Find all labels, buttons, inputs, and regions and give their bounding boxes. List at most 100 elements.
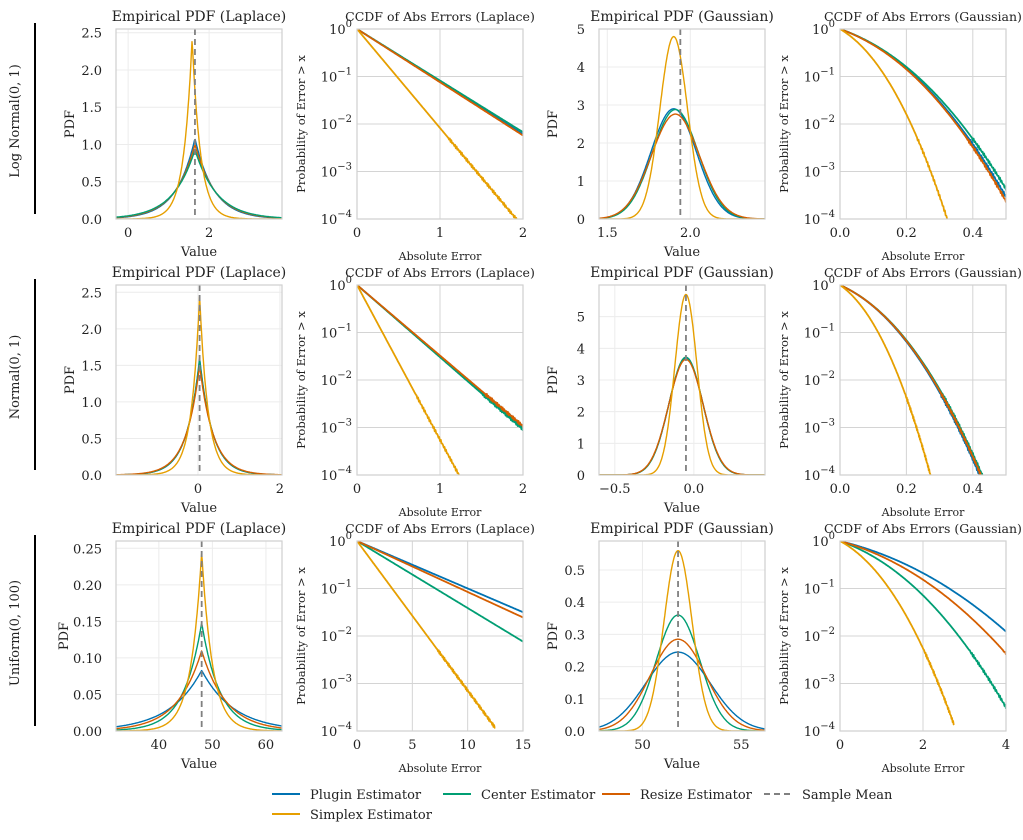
y-tick-base: 10 <box>321 327 338 342</box>
y-tick-label: 0 <box>577 213 585 228</box>
y-axis-label: PDF <box>63 366 78 394</box>
x-axis-label: Absolute Error <box>398 506 482 519</box>
series-line-center <box>840 285 984 475</box>
y-tick-label: 10−4 <box>321 465 352 484</box>
y-tick-base: 10 <box>321 374 338 389</box>
y-tick-exponent: 0 <box>829 531 835 542</box>
legend-item-plugin: Plugin Estimator <box>272 788 422 803</box>
y-tick-exponent: −3 <box>820 162 835 173</box>
y-tick-label: 0.0 <box>81 469 102 484</box>
y-axis-label: Probability of Error > x <box>294 55 308 193</box>
series-line-simplex <box>599 293 765 475</box>
x-tick-label: 1.5 <box>597 226 618 241</box>
y-tick-label: 0.05 <box>73 688 102 703</box>
series-line-center <box>840 29 1006 191</box>
legend-item-simplex: Simplex Estimator <box>272 808 433 823</box>
x-tick-label: 2.0 <box>680 226 701 241</box>
series-line-simplex <box>840 29 949 219</box>
series-line-simplex <box>357 541 496 729</box>
y-tick-base: 10 <box>321 71 338 86</box>
y-tick-label: 10−1 <box>321 67 352 86</box>
x-tick-label: 0.4 <box>962 482 983 497</box>
x-tick-label: 0.2 <box>896 226 917 241</box>
y-tick-exponent: −4 <box>820 721 835 732</box>
y-axis-label: Probability of Error > x <box>777 567 791 705</box>
x-axis-label: Absolute Error <box>881 762 965 775</box>
axes-frame <box>356 284 524 476</box>
series-line-center <box>599 614 765 731</box>
panel-title: CCDF of Abs Errors (Laplace) <box>345 265 535 280</box>
y-tick-label: 2.5 <box>81 27 102 42</box>
y-tick-label: 100 <box>812 19 835 38</box>
y-tick-base: 10 <box>804 469 821 484</box>
y-tick-label: 10−4 <box>321 209 352 228</box>
y-tick-base: 10 <box>804 583 821 598</box>
axes-frame <box>839 540 1007 732</box>
y-tick-base: 10 <box>804 678 821 693</box>
y-axis-label: Probability of Error > x <box>777 55 791 193</box>
x-tick-label: 50 <box>634 738 651 753</box>
x-axis-label: Absolute Error <box>398 250 482 263</box>
series-line-simplex <box>599 35 765 219</box>
y-tick-label: 0.3 <box>564 628 585 643</box>
y-tick-label: 4 <box>577 61 585 76</box>
x-axis-label: Absolute Error <box>881 506 965 519</box>
y-tick-exponent: −2 <box>820 114 835 125</box>
panel-title: Empirical PDF (Laplace) <box>112 521 287 537</box>
series-line-plugin <box>840 29 1006 198</box>
axes-frame <box>356 540 524 732</box>
x-tick-label: 0.0 <box>830 482 851 497</box>
x-tick-label: 2 <box>519 226 527 241</box>
y-tick-exponent: −3 <box>820 418 835 429</box>
panel-r1c3: 1.5 2.0 0 1 2 3 4 5 Empirical PDF (Gaussian) Valu… <box>546 9 774 260</box>
y-tick-label: 0.25 <box>73 542 102 557</box>
y-tick-exponent: −2 <box>337 370 352 381</box>
y-tick-label: 0.15 <box>73 615 102 630</box>
axes-frame <box>356 28 524 220</box>
x-tick-label: 15 <box>515 738 532 753</box>
y-tick-label: 10−4 <box>321 721 352 740</box>
y-tick-exponent: −1 <box>337 67 352 78</box>
series-line-simplex <box>840 541 955 726</box>
axes-frame <box>115 28 283 220</box>
series-line-simplex <box>357 29 518 219</box>
y-tick-label: 10−3 <box>321 674 352 693</box>
y-tick-label: 100 <box>329 19 352 38</box>
panel-r2c1: 0 2 0.0 0.5 1.0 1.5 2.0 2.5 Empirical PDF (Lapla… <box>63 265 286 516</box>
y-axis-label: PDF <box>546 366 561 394</box>
y-tick-base: 10 <box>321 583 338 598</box>
series-line-resize <box>357 29 523 137</box>
panel-r3c3: 50 55 0.0 0.1 0.2 0.3 0.4 0.5 Empirical PDF (Gau… <box>546 521 774 772</box>
y-tick-base: 10 <box>329 279 346 294</box>
y-tick-base: 10 <box>321 469 338 484</box>
legend-label: Plugin Estimator <box>310 788 422 803</box>
y-tick-label: 10−4 <box>804 721 835 740</box>
panel-title: Empirical PDF (Gaussian) <box>590 521 774 537</box>
y-tick-label: 0.1 <box>564 693 585 708</box>
y-tick-base: 10 <box>804 630 821 645</box>
legend: Plugin Estimator Center Estimator Resize E… <box>272 788 893 823</box>
y-tick-label: 1 <box>577 437 585 452</box>
series-group <box>357 285 523 475</box>
x-tick-label: 0.0 <box>684 482 705 497</box>
y-tick-base: 10 <box>812 279 829 294</box>
y-tick-label: 10−1 <box>804 67 835 86</box>
series-group <box>599 293 765 475</box>
series-group <box>840 285 984 475</box>
y-tick-exponent: −4 <box>337 721 352 732</box>
y-tick-label: 10−2 <box>321 626 352 645</box>
y-tick-exponent: −2 <box>820 626 835 637</box>
panel-title: CCDF of Abs Errors (Gaussian) <box>824 265 1022 280</box>
y-tick-label: 10−2 <box>321 114 352 133</box>
x-tick-label: 40 <box>151 738 168 753</box>
y-tick-label: 10−1 <box>321 579 352 598</box>
y-tick-label: 0.5 <box>564 564 585 579</box>
legend-item-mean: Sample Mean <box>764 788 893 803</box>
series-line-simplex <box>116 41 282 219</box>
y-tick-exponent: −4 <box>337 209 352 220</box>
y-tick-label: 2 <box>577 406 585 421</box>
y-tick-label: 100 <box>329 531 352 550</box>
y-axis-label: PDF <box>57 622 72 650</box>
